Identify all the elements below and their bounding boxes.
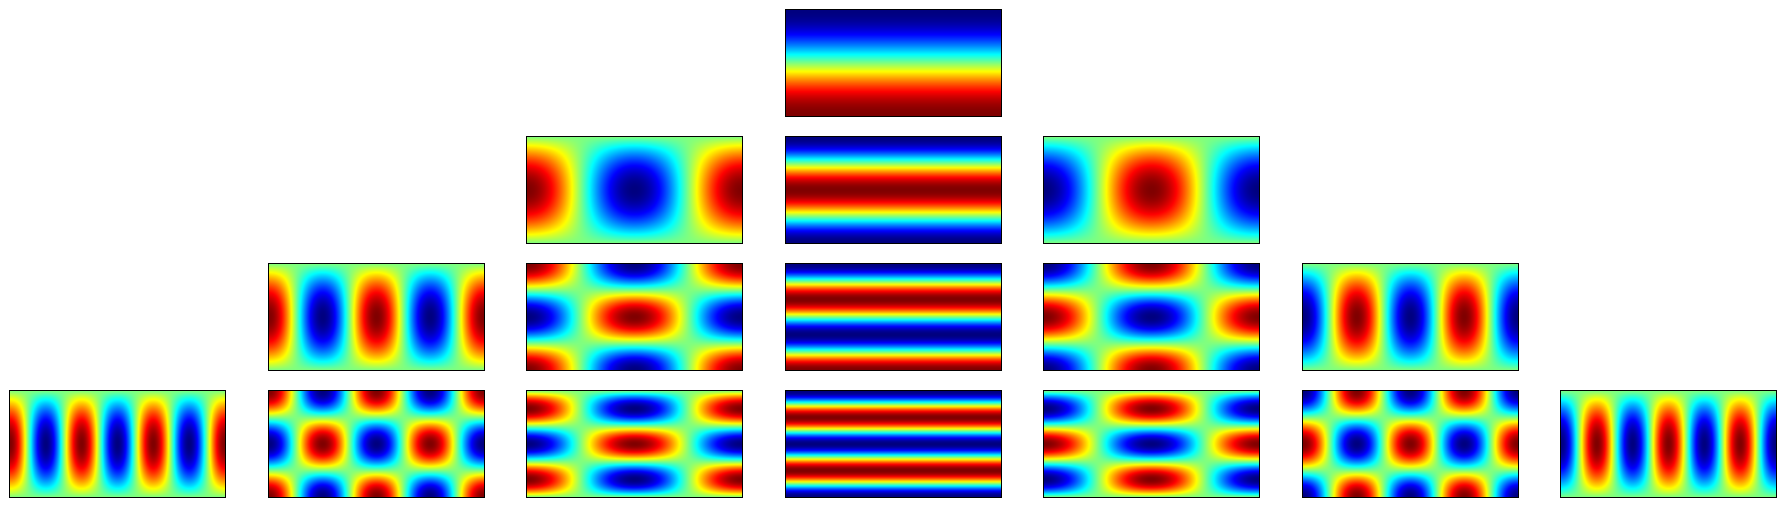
mode-heatmap: [1302, 264, 1518, 370]
mode-panel: [784, 9, 1002, 117]
mode-panel: [267, 390, 485, 498]
mode-heatmap: [1044, 391, 1259, 497]
mode-heatmap: [785, 137, 1001, 243]
mode-heatmap: [527, 137, 742, 243]
mode-heatmap: [1044, 264, 1259, 370]
mode-heatmap: [1561, 391, 1776, 497]
mode-heatmap: [268, 391, 484, 497]
mode-panel: [1043, 136, 1260, 244]
mode-heatmap: [1044, 137, 1259, 243]
mode-heatmap: [10, 391, 225, 497]
mode-panel: [526, 263, 743, 371]
mode-panel: [1560, 390, 1777, 498]
mode-panel: [1301, 263, 1519, 371]
mode-panel: [784, 136, 1002, 244]
mode-panel: [784, 263, 1002, 371]
mode-panel: [1043, 263, 1260, 371]
mode-panel: [267, 263, 485, 371]
mode-heatmap: [785, 264, 1001, 370]
mode-heatmap: [527, 264, 742, 370]
mode-heatmap: [785, 10, 1001, 116]
mode-heatmap: [785, 391, 1001, 497]
mode-heatmap: [268, 264, 484, 370]
mode-panel: [526, 390, 743, 498]
mode-heatmap: [527, 391, 742, 497]
mode-panel: [526, 136, 743, 244]
mode-panel: [784, 390, 1002, 498]
mode-panel: [9, 390, 226, 498]
mode-panel: [1043, 390, 1260, 498]
mode-panel: [1301, 390, 1519, 498]
mode-heatmap: [1302, 391, 1518, 497]
